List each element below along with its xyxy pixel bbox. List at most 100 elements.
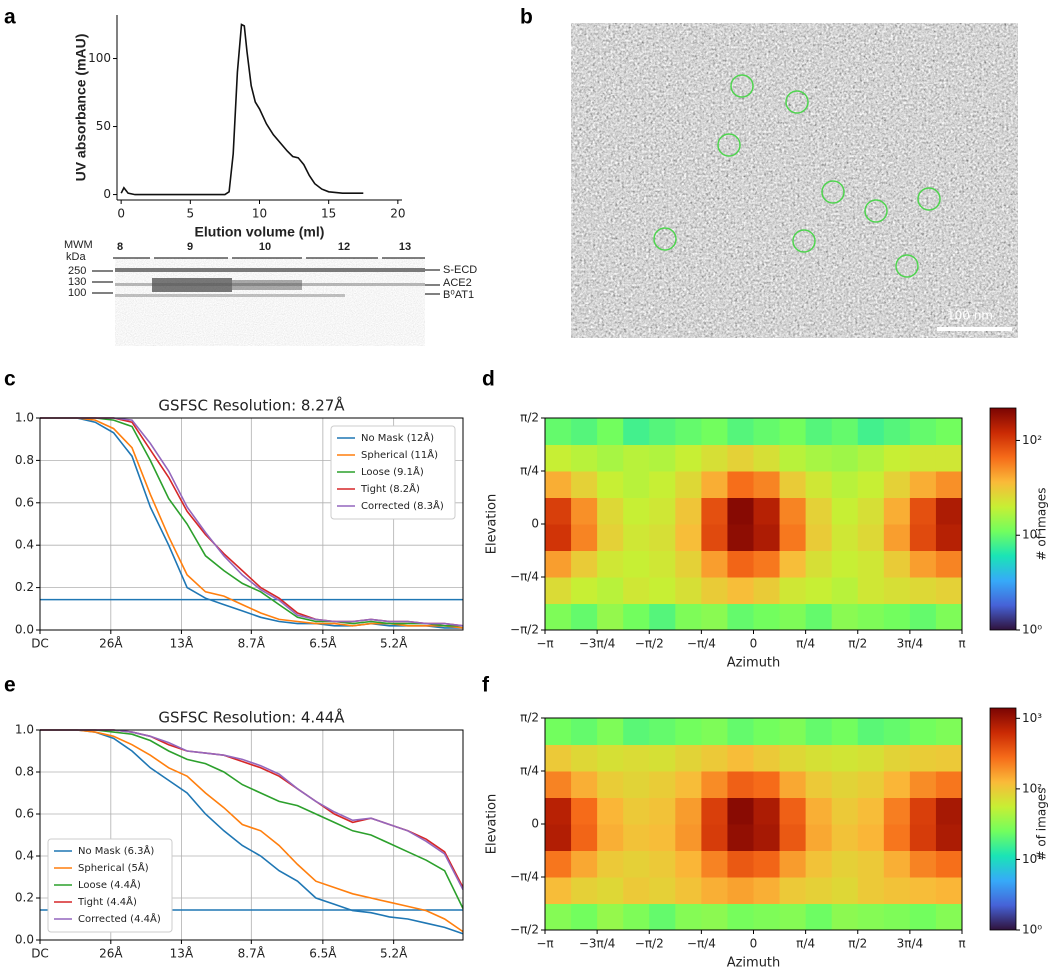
legend-box [330,425,456,520]
x-tick-label: 0 [750,637,758,651]
gel-band [115,294,345,297]
heat-cell [935,850,963,878]
y-tick-label: 0.4 [15,849,34,863]
heat-cell [675,444,702,472]
heat-cell [857,603,885,631]
heat-cell [857,550,885,578]
marker-label: 100 [68,287,86,299]
heat-cell [597,497,624,525]
heat-cell [597,744,624,772]
y-axis-label: Elevation [485,794,500,854]
heat-cell [675,744,702,772]
heat-cell [909,524,937,551]
y-tick-label: 0.8 [15,765,34,779]
heat-cell [623,444,650,472]
heat-cell [779,577,807,604]
heat-cell [779,903,807,931]
marker-label: 130 [68,276,86,288]
heat-cell [753,497,781,525]
y-tick-label: 100 [88,51,111,65]
x-tick-label: −π [536,637,553,651]
heat-cell [701,497,728,525]
series-line [40,729,464,909]
y-tick-label: 0.6 [15,495,34,509]
lane-lines [92,257,440,295]
gel-header: MWM [64,239,93,251]
heat-cell [831,577,859,604]
heat-cell [701,797,728,825]
heat-cell [805,824,833,851]
heat-cell [649,771,676,798]
series-line [40,729,464,935]
heat-cell [545,550,572,578]
heat-cell [753,718,781,745]
heat-cell [623,877,650,904]
heat-cell [909,718,937,745]
heat-cell [675,903,702,931]
heat-cell [805,444,833,472]
x-tick-label: 20 [390,207,405,221]
panel-label: b [520,6,533,29]
gel: MWM kDa 8 9 10 12 13 250 130 100 S-ECD A… [64,239,477,346]
lane-label: 9 [187,241,193,253]
x-axis-label: Elution volume (ml) [195,224,325,240]
x-tick-label: −π/2 [635,937,664,951]
heat-cell [597,471,624,498]
heat-cell [831,497,859,525]
heat-cell [753,771,781,798]
legend-label: Tight (8.2Å) [360,482,420,495]
heat-cell [935,877,963,904]
heat-cell [909,903,937,931]
heat-cell [701,577,728,604]
heat-cell [831,471,859,498]
legend-label: No Mask (12Å) [361,431,434,444]
heat-cell [857,771,885,798]
heat-cell [883,718,911,745]
heat-cell [935,718,963,745]
heat-cell [649,471,676,498]
x-tick-label: −3π/4 [579,637,616,651]
legend-box [47,838,173,933]
heat-cell [597,824,624,851]
heat-cell [779,744,807,772]
heat-cell [753,444,781,472]
heat-cell [727,903,754,931]
heat-cell [857,577,885,604]
heat-cell [727,877,754,904]
y-tick-label: 0.2 [15,891,34,905]
heat-cell [545,744,572,772]
heat-cell [727,524,754,551]
heat-cell [623,744,650,772]
heat-cell [675,577,702,604]
heat-cell [779,497,807,525]
heat-cell [909,444,937,472]
heat-cell [753,797,781,825]
x-axis-label: Azimuth [727,956,781,971]
heat-cell [779,771,807,798]
lane-label: 13 [399,241,411,253]
y-tick-label: 0.0 [15,933,34,947]
heat-cell [623,824,650,851]
heat-cell [883,797,911,825]
heat-cell [649,850,676,878]
heat-cell [675,550,702,578]
x-tick-label: π/4 [796,937,815,951]
heat-cell [571,603,598,631]
x-tick-label: −π [536,937,553,951]
heat-cell [675,497,702,525]
heat-cell [727,471,754,498]
heat-cell [701,718,728,745]
gel-band [115,283,425,286]
heat-cell [649,524,676,551]
heat-cell [935,744,963,772]
heat-cell [753,603,781,631]
heat-cell [649,497,676,525]
heat-cell [545,524,572,551]
heat-cell [701,824,728,851]
heat-cell [571,471,598,498]
x-tick-label: DC [31,947,49,961]
x-tick-label: 0 [117,207,125,221]
heat-cell [857,444,885,472]
heat-cell [545,718,572,745]
heat-cell [675,824,702,851]
